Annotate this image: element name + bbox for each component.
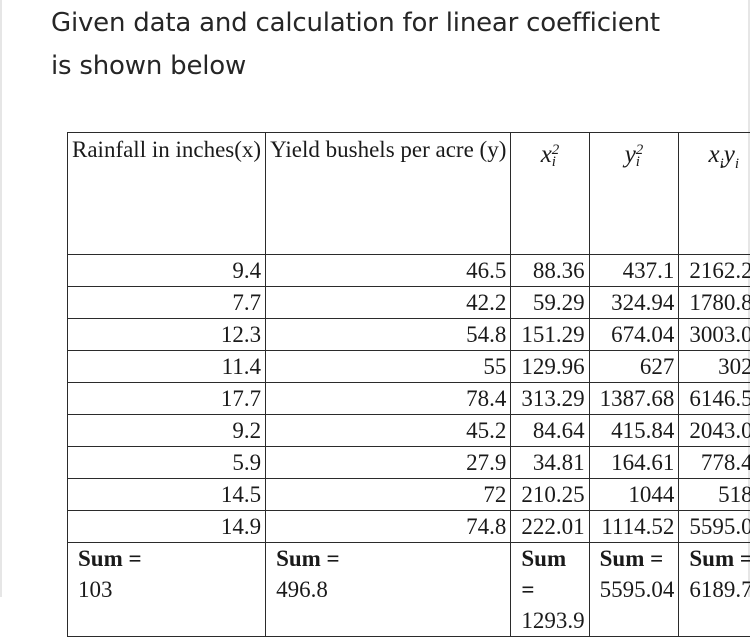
frame-left-border xyxy=(0,0,2,597)
heading: Given data and calculation for linear co… xyxy=(51,2,731,88)
cell-x-squared: 59.29 xyxy=(511,287,589,319)
cell-y-squared: 164.61 xyxy=(589,447,679,479)
header-xy-product: xiyi xyxy=(679,133,750,255)
cell-yield: 74.8 xyxy=(266,511,511,543)
cell-yield: 46.5 xyxy=(266,255,511,287)
sum-cell-x: Sum = 103 xyxy=(68,543,266,637)
header-xy-y: y xyxy=(724,141,735,168)
cell-rainfall: 11.4 xyxy=(68,351,266,383)
cell-xy: 1780.84 xyxy=(679,287,750,319)
header-y-squared-base: y xyxy=(625,141,636,168)
header-row: Rainfall in inches(x) Yield bushels per … xyxy=(68,133,750,255)
cell-x-squared: 84.64 xyxy=(511,415,589,447)
cell-rainfall: 5.9 xyxy=(68,447,266,479)
cell-x-squared: 34.81 xyxy=(511,447,589,479)
sum-label: Sum = xyxy=(689,543,750,574)
cell-x-squared: 210.25 xyxy=(511,479,589,511)
cell-rainfall: 9.4 xyxy=(68,255,266,287)
sum-value-y-squared: 5595.04 xyxy=(600,574,675,605)
cell-y-squared: 627 xyxy=(589,351,679,383)
sum-value-xy: 6189.73 xyxy=(689,574,750,605)
cell-xy: 5595.04 xyxy=(679,511,750,543)
header-xy-y-sub: i xyxy=(735,156,739,172)
cell-y-squared: 324.94 xyxy=(589,287,679,319)
header-xy-x: x xyxy=(708,141,719,168)
cell-x-squared: 129.96 xyxy=(511,351,589,383)
header-yield: Yield bushels per acre (y) xyxy=(266,133,511,255)
cell-xy: 3003.04 xyxy=(679,319,750,351)
cell-xy: 778.41 xyxy=(679,447,750,479)
cell-y-squared: 1044 xyxy=(589,479,679,511)
sum-value-x-squared: 1293.9 xyxy=(521,605,584,636)
cell-xy: 2162.25 xyxy=(679,255,750,287)
cell-y-squared: 415.84 xyxy=(589,415,679,447)
cell-xy: 3025 xyxy=(679,351,750,383)
cell-rainfall: 14.5 xyxy=(68,479,266,511)
cell-x-squared: 88.36 xyxy=(511,255,589,287)
cell-y-squared: 674.04 xyxy=(589,319,679,351)
cell-xy: 6146.56 xyxy=(679,383,750,415)
cell-x-squared: 222.01 xyxy=(511,511,589,543)
sum-value-x: 103 xyxy=(78,574,261,605)
sum-label: Sum = xyxy=(78,543,261,574)
cell-yield: 54.8 xyxy=(266,319,511,351)
cell-rainfall: 7.7 xyxy=(68,287,266,319)
cell-xy: 5184 xyxy=(679,479,750,511)
cell-rainfall: 17.7 xyxy=(68,383,266,415)
heading-line-1: Given data and calculation for linear co… xyxy=(51,2,731,45)
data-table: Rainfall in inches(x) Yield bushels per … xyxy=(67,132,750,637)
cell-y-squared: 437.1 xyxy=(589,255,679,287)
cell-yield: 72 xyxy=(266,479,511,511)
cell-rainfall: 14.9 xyxy=(68,511,266,543)
sum-label: Sum = xyxy=(600,543,675,574)
sum-value-y: 496.8 xyxy=(276,574,506,605)
cell-yield: 27.9 xyxy=(266,447,511,479)
sum-label: Sum = xyxy=(521,543,584,605)
heading-line-2: is shown below xyxy=(51,45,731,88)
header-x-squared-base: x xyxy=(541,141,552,168)
cell-rainfall: 12.3 xyxy=(68,319,266,351)
sum-cell-xy: Sum = 6189.73 xyxy=(679,543,750,637)
cell-rainfall: 9.2 xyxy=(68,415,266,447)
sum-row: Sum = 103 Sum = 496.8 Sum = 1293.9 Sum =… xyxy=(68,543,750,637)
cell-yield: 45.2 xyxy=(266,415,511,447)
sum-label: Sum = xyxy=(276,543,506,574)
cell-yield: 55 xyxy=(266,351,511,383)
cell-yield: 78.4 xyxy=(266,383,511,415)
header-rainfall: Rainfall in inches(x) xyxy=(68,133,266,255)
sum-cell-y-squared: Sum = 5595.04 xyxy=(589,543,679,637)
cell-xy: 2043.04 xyxy=(679,415,750,447)
cell-yield: 42.2 xyxy=(266,287,511,319)
cell-x-squared: 313.29 xyxy=(511,383,589,415)
sum-cell-y: Sum = 496.8 xyxy=(266,543,511,637)
sum-cell-x-squared: Sum = 1293.9 xyxy=(511,543,589,637)
cell-y-squared: 1387.68 xyxy=(589,383,679,415)
cell-y-squared: 1114.52 xyxy=(589,511,679,543)
cell-x-squared: 151.29 xyxy=(511,319,589,351)
